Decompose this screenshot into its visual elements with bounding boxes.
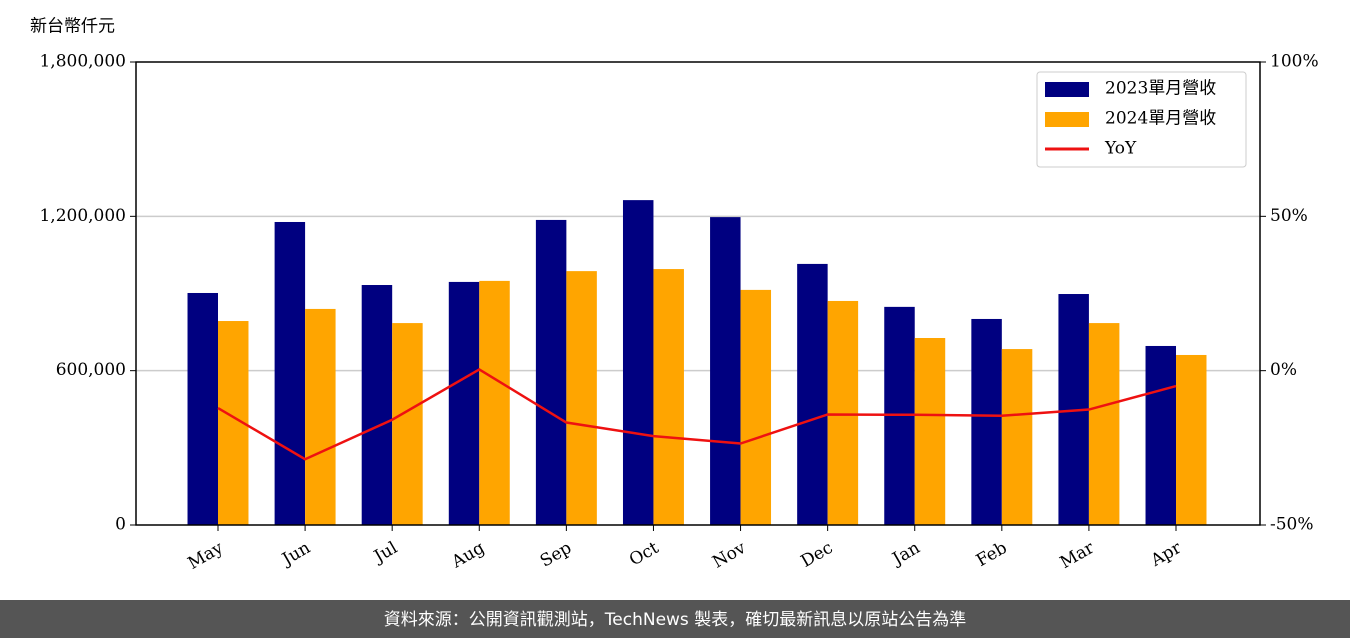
- x-tick-label: Jun: [277, 538, 314, 571]
- bar: [914, 337, 946, 525]
- legend-label: YoY: [1104, 139, 1137, 159]
- x-tick-label: Apr: [1147, 537, 1186, 571]
- bar: [274, 221, 306, 525]
- x-tick-label: Mar: [1057, 537, 1099, 573]
- x-tick-label: Jul: [369, 538, 401, 568]
- bar: [710, 217, 741, 526]
- footer-bar: [0, 600, 1350, 638]
- y-tick-label: 1,800,000: [39, 52, 126, 72]
- bar: [1001, 349, 1033, 525]
- bar: [305, 308, 336, 525]
- y-tick-label: 1,200,000: [39, 206, 126, 226]
- x-tick-label: Feb: [973, 538, 1011, 571]
- bar: [653, 269, 684, 525]
- legend-swatch: [1045, 112, 1089, 127]
- x-tick-label: Dec: [798, 538, 837, 572]
- y2-tick-label: 50%: [1270, 206, 1308, 226]
- footer-text: 資料來源：公開資訊觀測站，TechNews 製表，確切最新訊息以原站公告為準: [384, 610, 966, 630]
- bar: [622, 200, 654, 525]
- y-axis-label: 新台幣仟元: [30, 17, 115, 37]
- y2-tick-label: -50%: [1270, 515, 1314, 535]
- bar: [361, 285, 393, 525]
- bar: [1088, 323, 1120, 525]
- legend-swatch: [1045, 82, 1089, 97]
- yoy-line: [217, 367, 1177, 461]
- bar: [1176, 354, 1207, 525]
- x-tick-label: Jan: [888, 538, 924, 570]
- bar: [740, 289, 772, 525]
- y2-tick-label: 100%: [1270, 52, 1319, 72]
- legend: 2023單月營收 2024單月營收 YoY: [1036, 71, 1247, 168]
- bar: [479, 280, 510, 525]
- x-tick-label: May: [185, 538, 228, 574]
- x-tick-label: Sep: [537, 538, 575, 572]
- legend-label: 2023單月營收: [1105, 79, 1216, 99]
- x-tick-label: Nov: [709, 538, 749, 573]
- bar: [827, 300, 859, 525]
- bar: [566, 271, 597, 525]
- bar: [535, 219, 567, 525]
- legend-box: [1036, 71, 1247, 168]
- bar: [971, 318, 1002, 525]
- bar: [187, 292, 218, 525]
- bar: [797, 263, 828, 525]
- y-tick-label: 600,000: [56, 360, 126, 380]
- legend-label: 2024單月營收: [1105, 109, 1216, 129]
- x-tick-label: Oct: [626, 538, 662, 571]
- plot-frame: [135, 61, 1261, 526]
- bar: [1145, 345, 1177, 525]
- x-tick-label: Aug: [448, 538, 489, 573]
- bar: [392, 323, 423, 525]
- y-tick-label: 0: [115, 515, 126, 535]
- y2-tick-label: 0%: [1270, 360, 1297, 380]
- bar: [448, 281, 480, 525]
